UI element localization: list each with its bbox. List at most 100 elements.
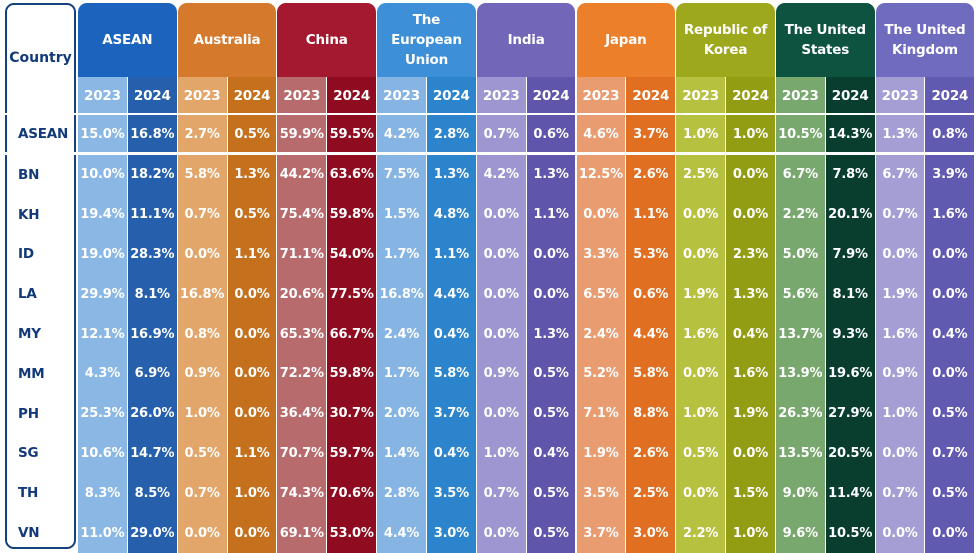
- value-cell: 14.7%: [127, 433, 177, 474]
- value-cell: 59.9%: [277, 115, 327, 153]
- partner-header-the-united-kingdom: The United Kingdom: [875, 3, 975, 77]
- value-cell: 29.9%: [78, 274, 127, 315]
- value-cell: 0.4%: [526, 433, 576, 474]
- value-cell: 0.0%: [476, 314, 526, 354]
- value-cell: 20.5%: [825, 433, 875, 474]
- country-code-th: TH: [18, 485, 39, 502]
- value-cell: 1.9%: [576, 433, 626, 474]
- value-cell: 16.8%: [377, 274, 426, 315]
- value-cell: 0.0%: [227, 513, 277, 553]
- partner-header-india: India: [476, 3, 576, 77]
- value-cell: 1.1%: [227, 433, 277, 474]
- value-cell: 1.6%: [925, 194, 975, 235]
- value-cell: 70.7%: [277, 433, 327, 474]
- value-cell: 0.0%: [227, 393, 277, 434]
- value-cell: 2.7%: [177, 115, 227, 153]
- value-cell: 4.4%: [377, 513, 426, 553]
- value-cell: 2.6%: [626, 433, 676, 474]
- year-header-2023: 2023: [277, 77, 327, 114]
- value-cell: 71.1%: [277, 234, 327, 275]
- value-cell: 19.0%: [78, 234, 127, 275]
- value-cell: 5.3%: [626, 234, 676, 275]
- value-cell: 0.0%: [726, 433, 775, 474]
- value-cell: 3.3%: [576, 234, 626, 275]
- value-cell: 0.7%: [476, 473, 526, 514]
- value-cell: 20.6%: [277, 274, 327, 315]
- value-cell: 0.7%: [476, 115, 526, 153]
- value-cell: 1.3%: [426, 155, 476, 195]
- country-code-kh: KH: [18, 206, 40, 223]
- year-header-2024: 2024: [127, 77, 177, 114]
- value-cell: 7.1%: [576, 393, 626, 434]
- value-cell: 0.5%: [526, 473, 576, 514]
- year-header-2023: 2023: [78, 77, 127, 114]
- value-cell: 19.4%: [78, 194, 127, 235]
- value-cell: 53.0%: [327, 513, 377, 553]
- year-header-2024: 2024: [327, 77, 377, 114]
- value-cell: 3.7%: [626, 115, 676, 153]
- value-cell: 59.5%: [327, 115, 377, 153]
- value-cell: 0.8%: [925, 115, 975, 153]
- value-cell: 26.3%: [775, 393, 825, 434]
- value-cell: 0.0%: [526, 234, 576, 275]
- value-cell: 1.3%: [227, 155, 277, 195]
- value-cell: 1.6%: [875, 314, 925, 354]
- value-cell: 8.1%: [825, 274, 875, 315]
- value-cell: 1.5%: [377, 194, 426, 235]
- value-cell: 2.2%: [775, 194, 825, 235]
- value-cell: 14.3%: [825, 115, 875, 153]
- year-header-2024: 2024: [825, 77, 875, 114]
- value-cell: 0.0%: [875, 433, 925, 474]
- value-cell: 19.6%: [825, 354, 875, 394]
- value-cell: 0.7%: [177, 473, 227, 514]
- value-cell: 1.0%: [726, 115, 775, 153]
- country-column-frame: [5, 3, 76, 549]
- value-cell: 1.5%: [726, 473, 775, 514]
- header-divider: [5, 113, 975, 115]
- value-cell: 8.3%: [78, 473, 127, 514]
- value-cell: 16.9%: [127, 314, 177, 354]
- value-cell: 27.9%: [825, 393, 875, 434]
- value-cell: 1.9%: [875, 274, 925, 315]
- value-cell: 5.8%: [426, 354, 476, 394]
- value-cell: 0.9%: [875, 354, 925, 394]
- value-cell: 3.5%: [426, 473, 476, 514]
- value-cell: 2.4%: [377, 314, 426, 354]
- year-header-2023: 2023: [476, 77, 526, 114]
- value-cell: 1.3%: [875, 115, 925, 153]
- value-cell: 0.0%: [476, 274, 526, 315]
- value-cell: 7.9%: [825, 234, 875, 275]
- value-cell: 0.4%: [726, 314, 775, 354]
- value-cell: 63.6%: [327, 155, 377, 195]
- value-cell: 0.5%: [227, 194, 277, 235]
- value-cell: 3.7%: [576, 513, 626, 553]
- value-cell: 69.1%: [277, 513, 327, 553]
- value-cell: 10.5%: [775, 115, 825, 153]
- value-cell: 1.1%: [227, 234, 277, 275]
- value-cell: 0.0%: [875, 513, 925, 553]
- value-cell: 2.6%: [626, 155, 676, 195]
- value-cell: 0.5%: [177, 433, 227, 474]
- year-header-2024: 2024: [426, 77, 476, 114]
- value-cell: 0.0%: [925, 513, 975, 553]
- value-cell: 7.5%: [377, 155, 426, 195]
- value-cell: 1.9%: [676, 274, 726, 315]
- value-cell: 1.7%: [377, 354, 426, 394]
- value-cell: 4.3%: [78, 354, 127, 394]
- value-cell: 0.0%: [476, 513, 526, 553]
- value-cell: 0.6%: [626, 274, 676, 315]
- year-header-2023: 2023: [775, 77, 825, 114]
- value-cell: 1.0%: [676, 115, 726, 153]
- value-cell: 54.0%: [327, 234, 377, 275]
- value-cell: 1.3%: [726, 274, 775, 315]
- value-cell: 9.6%: [775, 513, 825, 553]
- value-cell: 11.4%: [825, 473, 875, 514]
- year-header-2023: 2023: [676, 77, 726, 114]
- value-cell: 3.7%: [426, 393, 476, 434]
- value-cell: 0.5%: [676, 433, 726, 474]
- value-cell: 0.0%: [177, 513, 227, 553]
- value-cell: 0.9%: [177, 354, 227, 394]
- partner-header-china: China: [277, 3, 377, 77]
- year-header-2023: 2023: [377, 77, 426, 114]
